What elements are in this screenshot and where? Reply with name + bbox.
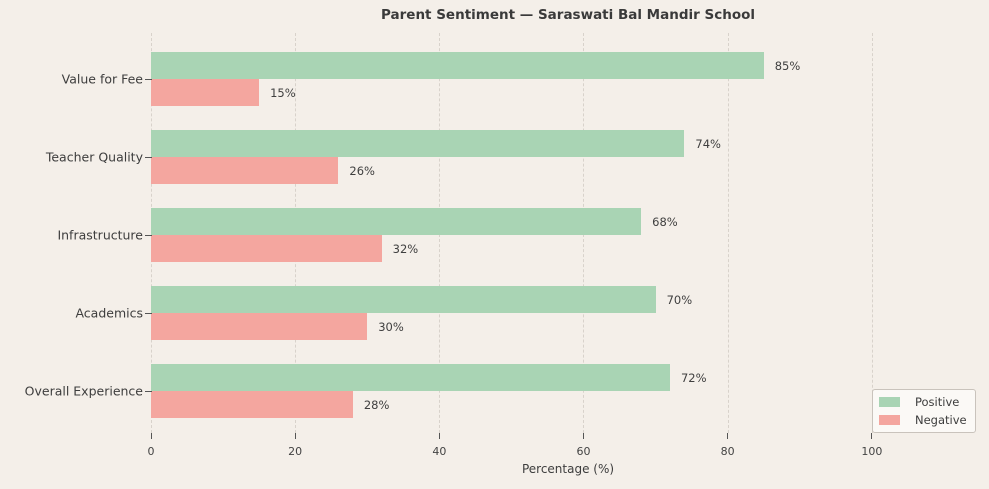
bar-positive <box>151 286 656 313</box>
bar-value-label: 30% <box>378 319 404 334</box>
bar-negative <box>151 391 353 418</box>
gridline <box>727 33 729 433</box>
category-label: Overall Experience <box>24 383 143 399</box>
bar-positive <box>151 364 670 391</box>
bar-positive <box>151 130 685 157</box>
bar-value-label: 32% <box>392 241 419 256</box>
bar-value-label: 68% <box>652 214 678 229</box>
x-tick-mark <box>727 433 729 439</box>
bar-value-label: 85% <box>774 58 801 73</box>
bar-value-label: 70% <box>666 292 693 307</box>
chart-title: Parent Sentiment — Saraswati Bal Mandir … <box>380 7 756 23</box>
y-tick-mark <box>145 313 152 314</box>
y-tick-mark <box>145 235 152 236</box>
legend-label-positive: Positive <box>915 395 960 409</box>
x-tick-mark <box>150 433 152 439</box>
y-tick-mark <box>145 157 152 158</box>
category-label: Infrastructure <box>57 227 143 243</box>
bar-value-label: 28% <box>363 397 390 412</box>
category-label: Teacher Quality <box>45 149 143 165</box>
x-tick-label: 20 <box>288 445 303 458</box>
legend-swatch-positive <box>879 397 900 407</box>
bar-value-label: 26% <box>349 163 375 178</box>
bar-negative <box>151 79 260 106</box>
legend-label-negative: Negative <box>915 413 967 427</box>
bar-negative <box>151 157 339 184</box>
bar-negative <box>151 313 368 340</box>
bar-positive <box>151 208 642 235</box>
x-tick-mark <box>294 433 296 439</box>
gridline <box>871 33 873 433</box>
category-label: Academics <box>75 305 143 321</box>
bar-value-label: 74% <box>695 136 721 151</box>
category-label: Value for Fee <box>61 71 143 87</box>
legend-row-positive: Positive <box>879 395 967 409</box>
legend-row-negative: Negative <box>879 413 967 427</box>
x-axis-label: Percentage (%) <box>521 462 615 476</box>
x-tick-mark <box>438 433 440 439</box>
plot-area: 85% 15% 74% 26% 68% 32% 70% 30% 72% 28% <box>151 33 985 433</box>
bar-negative <box>151 235 382 262</box>
bar-value-label: 15% <box>270 85 296 100</box>
legend: Positive Negative <box>872 389 976 433</box>
bar-value-label: 72% <box>680 370 707 385</box>
x-tick-mark <box>871 433 873 439</box>
x-tick-label: 0 <box>147 445 155 458</box>
y-tick-mark <box>145 391 152 392</box>
x-tick-label: 40 <box>432 445 447 458</box>
y-tick-mark <box>145 79 152 80</box>
x-tick-label: 60 <box>576 445 591 458</box>
legend-swatch-negative <box>879 415 900 425</box>
x-tick-label: 100 <box>861 445 883 458</box>
x-tick-mark <box>582 433 584 439</box>
bar-positive <box>151 52 764 79</box>
x-tick-label: 80 <box>720 445 735 458</box>
